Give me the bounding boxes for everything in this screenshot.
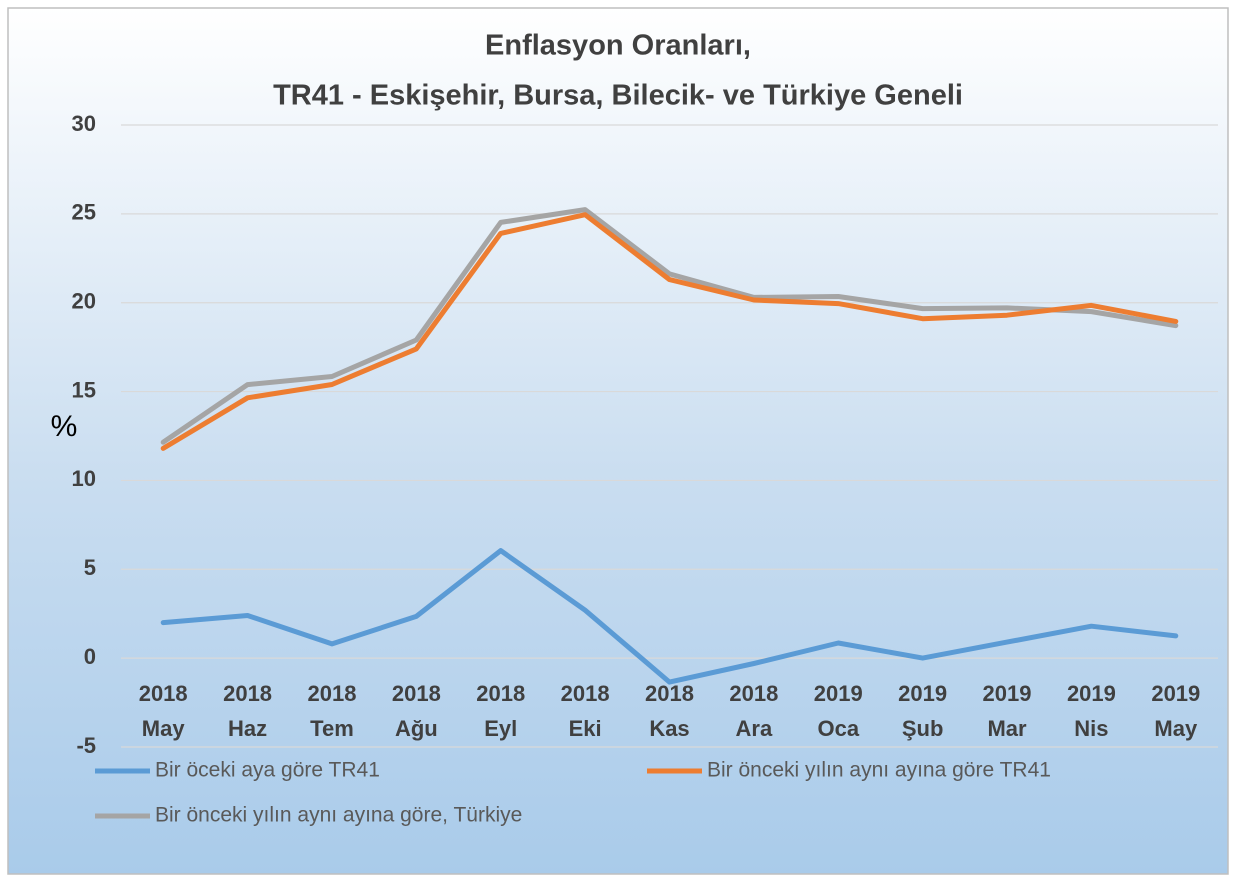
background bbox=[7, 7, 1229, 875]
y-tick-label: 20 bbox=[72, 289, 96, 314]
x-tick-label: 2018 Eki bbox=[561, 681, 610, 741]
legend-label: Bir önceki yılın aynı ayına göre, Türkiy… bbox=[155, 804, 522, 827]
legend-label: Bir öceki aya göre TR41 bbox=[155, 759, 380, 782]
x-tick-label: 2019 Nis bbox=[1067, 681, 1116, 741]
y-tick-label: 25 bbox=[72, 200, 96, 225]
y-tick-label: 15 bbox=[72, 377, 96, 402]
x-tick-label: 2018 May bbox=[139, 681, 188, 741]
x-tick-label: 2019 May bbox=[1151, 681, 1200, 741]
x-tick-label: 2018 Kas bbox=[645, 681, 694, 741]
x-tick-label: 2019 Oca bbox=[814, 681, 863, 741]
y-tick-label: 5 bbox=[84, 555, 96, 580]
y-axis-label: % bbox=[51, 410, 78, 443]
y-tick-label: 30 bbox=[72, 111, 96, 136]
chart-title: Enflasyon Oranları, bbox=[485, 30, 751, 62]
series-line bbox=[160, 548, 1179, 685]
legend-label: Bir önceki yılın aynı ayına göre TR41 bbox=[707, 759, 1051, 782]
series-line bbox=[160, 207, 1179, 445]
chart-title: TR41 - Eskişehir, Bursa, Bilecik- ve Tür… bbox=[273, 80, 963, 112]
y-tick-label: 0 bbox=[84, 644, 96, 669]
y-tick-label: -5 bbox=[76, 733, 96, 758]
x-tick-label: 2018 Tem bbox=[307, 681, 356, 741]
x-tick-label: 2018 Ağu bbox=[392, 681, 441, 741]
series-line bbox=[160, 212, 1179, 451]
x-tick-label: 2018 Eyl bbox=[476, 681, 525, 741]
x-tick-label: 2019 Mar bbox=[983, 681, 1032, 741]
x-tick-label: 2018 Ara bbox=[729, 681, 778, 741]
x-tick-label: 2019 Şub bbox=[898, 681, 947, 741]
x-tick-label: 2018 Haz bbox=[223, 681, 272, 741]
y-tick-label: 10 bbox=[72, 466, 96, 491]
